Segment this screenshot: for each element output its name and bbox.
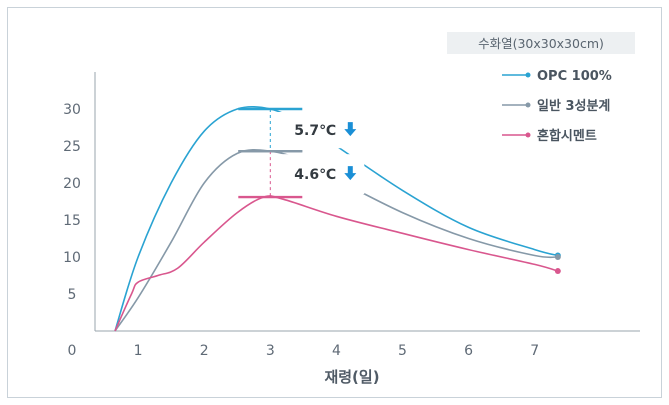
axes	[94, 72, 640, 332]
legend-label-blended-cement: 혼합시멘트	[537, 128, 597, 144]
series-end-point-blended-cement	[554, 268, 561, 275]
chart-title-box	[447, 32, 635, 54]
temperature-difference-label: 4.6℃	[294, 167, 336, 183]
series-end-point-ternary-blend	[554, 254, 561, 260]
legend-marker-blended-cement	[525, 132, 531, 138]
series-line-blended-cement	[114, 195, 559, 332]
x-tick-label: 3	[266, 343, 275, 359]
legend-label-ternary-blend: 일반 3성분계	[537, 98, 610, 114]
temperature-difference-label: 5.7℃	[294, 123, 336, 139]
x-tick-labels: 1 2 3 4 5 6 7	[134, 343, 540, 359]
chart-frame	[7, 7, 662, 398]
y-tick-label: 30	[63, 102, 81, 118]
legend-marker-ternary-blend	[525, 102, 531, 108]
origin-label: 0	[68, 343, 77, 359]
y-tick-label: 10	[63, 250, 81, 266]
legend-marker-opc-100	[525, 72, 531, 78]
arrow-down-icon	[344, 122, 357, 137]
y-tick-labels: 5 10 15 20 25 30	[63, 102, 81, 303]
x-tick-label: 5	[398, 343, 407, 359]
y-tick-label: 15	[63, 213, 81, 229]
x-tick-label: 4	[332, 343, 341, 359]
x-tick-label: 2	[200, 343, 209, 359]
arrow-down-icon	[344, 166, 357, 181]
y-tick-label: 5	[68, 287, 77, 303]
x-axis-label: 재령(일)	[324, 368, 379, 386]
x-tick-label: 1	[134, 343, 143, 359]
y-tick-label: 25	[63, 139, 81, 155]
x-tick-label: 6	[464, 343, 473, 359]
y-tick-label: 20	[63, 176, 81, 192]
legend-label-opc-100: OPC 100%	[537, 69, 612, 84]
annotations-group: 5.7℃ 4.6℃	[238, 107, 365, 199]
x-tick-label: 7	[530, 343, 539, 359]
chart-title: 수화열(30x30x30cm)	[478, 36, 604, 51]
